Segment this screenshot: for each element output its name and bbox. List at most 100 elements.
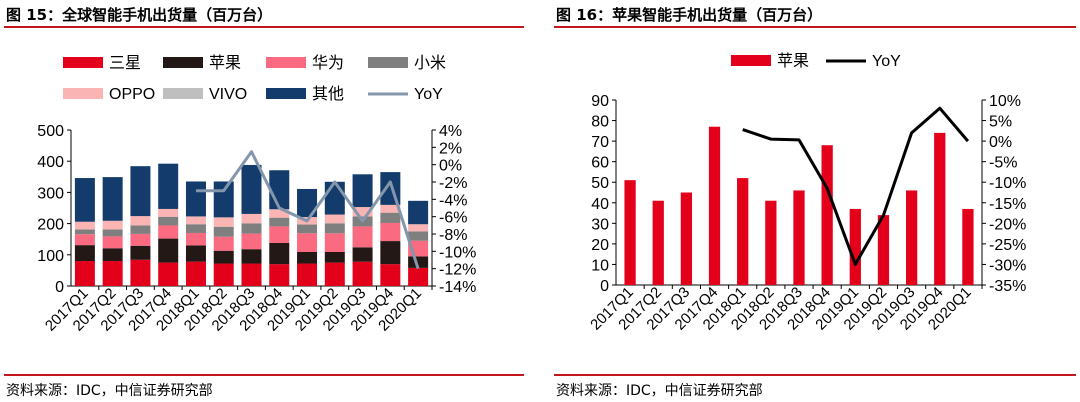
c2-legend-label: 苹果 [777, 52, 809, 70]
c1-bar [269, 217, 290, 227]
c1-bar [185, 224, 206, 233]
c1-y2-tick-label: -2% [439, 175, 467, 192]
c1-bar [130, 259, 151, 286]
c1-bar [380, 241, 401, 265]
c1-bar [74, 229, 95, 235]
c2-y2-tick-label: -25% [989, 237, 1026, 254]
c1-bar [241, 164, 262, 214]
c1-bar [408, 224, 429, 232]
c1-bar [297, 188, 318, 218]
c1-bar [380, 204, 401, 213]
c1-bar [241, 249, 262, 264]
c1-y2-tick-label: 2% [439, 140, 462, 157]
c1-bar [102, 177, 123, 221]
figure-16-caption: 图 16：苹果智能手机出货量（百万台） [556, 6, 823, 24]
c1-legend-label: YoY [414, 86, 443, 103]
c1-bar [102, 236, 123, 249]
c1-bar [241, 213, 262, 224]
c2-y-tick-label: 50 [591, 175, 609, 192]
c1-bar [185, 181, 206, 217]
c2-bar [737, 178, 749, 285]
c1-bar [213, 236, 234, 251]
c1-bar [352, 261, 373, 286]
figure-15-caption: 图 15：全球智能手机出货量（百万台） [6, 6, 273, 24]
c1-legend-swatch [63, 57, 103, 68]
c1-bar [352, 226, 373, 248]
c2-y2-tick-label: 10% [989, 93, 1021, 110]
c2-y-tick-label: 40 [591, 196, 609, 213]
c2-y-tick-label: 30 [591, 216, 609, 233]
c2-bar [905, 190, 918, 285]
c1-y2-tick-label: -8% [439, 227, 467, 244]
c1-bar [130, 216, 151, 226]
c1-bar [158, 208, 179, 217]
c1-y-tick-label: 100 [37, 248, 64, 265]
c1-bar [213, 263, 234, 286]
c2-bar [934, 132, 946, 285]
c1-y2-tick-label: 0% [439, 158, 462, 175]
c1-bar [213, 181, 234, 218]
c1-bar [102, 261, 123, 286]
c1-bar [102, 229, 123, 237]
c1-legend-swatch [63, 88, 103, 99]
c1-bar [380, 212, 401, 223]
c1-bar [213, 250, 234, 264]
c1-bar [352, 174, 373, 208]
c1-bar [74, 221, 95, 230]
c2-y-tick-label: 60 [591, 155, 609, 172]
c1-bar [408, 267, 429, 286]
c2-y-tick-label: 10 [591, 257, 609, 274]
c2-legend-label: YoY [872, 53, 901, 70]
c2-y2-tick-label: -15% [989, 196, 1026, 213]
c1-bar [213, 226, 234, 237]
c1-legend-label: VIVO [209, 86, 247, 103]
c2-bar [962, 208, 974, 285]
c1-legend-swatch [266, 88, 306, 99]
apple-shipments-chart: 0 10 20 30 40 50 60 70 80 90 -35% -30% -25% -20% -15% -… [587, 52, 1026, 334]
c1-bar [130, 245, 151, 260]
c2-y2-tick-label: 0% [989, 134, 1012, 151]
c2-y-tick-label: 80 [591, 114, 609, 131]
bottom-rule-right [554, 374, 1076, 376]
c1-bar [102, 248, 123, 262]
c2-bar [849, 208, 861, 285]
c1-bar [380, 222, 401, 242]
c2-y2-tick-label: -20% [989, 216, 1026, 233]
c1-bar [269, 209, 290, 218]
c1-legend-label: 小米 [414, 54, 446, 72]
c2-bar [624, 180, 636, 285]
c1-y-tick-label: 400 [37, 154, 64, 171]
c1-bar [297, 224, 318, 234]
c1-bar [130, 166, 151, 217]
c1-bar [241, 263, 262, 286]
c2-y-tick-label: 90 [591, 93, 609, 110]
figure-15-source: 资料来源：IDC，中信证券研究部 [6, 383, 213, 399]
c2-y-tick-label: 70 [591, 134, 609, 151]
c1-bar [185, 216, 206, 225]
c1-bar [130, 233, 151, 246]
figure-16-source: 资料来源：IDC，中信证券研究部 [556, 383, 763, 399]
c1-bar [324, 223, 345, 234]
bottom-rule-left [4, 374, 524, 376]
c1-bar [74, 178, 95, 222]
c1-bar [158, 262, 179, 286]
c2-yoy-line [742, 106, 970, 266]
c1-legend-label: 苹果 [209, 54, 241, 72]
c2-bar [793, 190, 805, 285]
c1-bar [213, 217, 234, 227]
c1-yoy-line [196, 150, 420, 270]
c1-bar [241, 233, 262, 250]
c1-legend-label: 华为 [312, 54, 344, 72]
c1-legend-swatch [266, 57, 306, 68]
c1-y2-tick-label: -6% [439, 210, 467, 227]
c2-y-tick-label: 20 [591, 237, 609, 254]
c1-y-tick-label: 0 [55, 279, 64, 296]
c1-bar [324, 251, 345, 263]
c1-bar [102, 220, 123, 230]
c1-bar [269, 264, 290, 286]
c1-bar [324, 233, 345, 252]
c1-bar [185, 232, 206, 246]
c1-bar [74, 261, 95, 286]
c2-y-tick-label: 0 [600, 278, 609, 295]
